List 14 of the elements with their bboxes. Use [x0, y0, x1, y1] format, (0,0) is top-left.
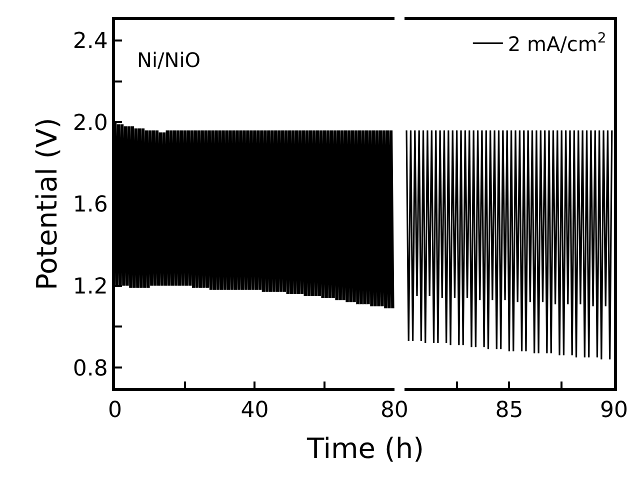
annotation: Ni/NiO — [137, 48, 201, 72]
y-axis-title: Potential (V) — [30, 118, 64, 290]
x-axis-title: Time (h) — [306, 432, 424, 465]
x-tick-label: 80 — [380, 398, 408, 424]
x-tick-label: 0 — [108, 398, 122, 424]
y-tick-label: 2.4 — [72, 29, 108, 54]
x-tick-label: 85 — [495, 398, 524, 424]
x-tick-label: 90 — [600, 398, 628, 424]
y-tick-label: 1.2 — [72, 274, 108, 300]
legend-label: 2 mA/cm$^{2}$ — [508, 30, 606, 56]
y-tick-label: 1.6 — [72, 192, 108, 218]
y-tick-label: 2.0 — [72, 110, 108, 136]
x-tick-label: 40 — [240, 398, 269, 424]
y-tick-label: 0.8 — [72, 356, 108, 382]
